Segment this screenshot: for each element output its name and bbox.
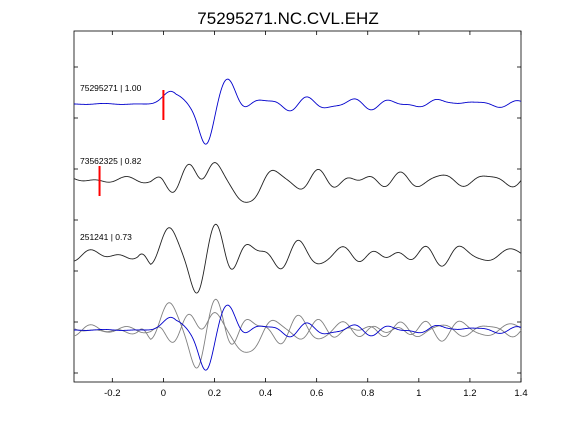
x-tick-label: 1 [416, 388, 421, 399]
plot-frame [73, 30, 522, 383]
waveform-traces [73, 78, 522, 371]
trace-line-1 [73, 78, 522, 145]
x-tick-label: -0.2 [104, 388, 120, 399]
overlay-trace-1 [73, 312, 522, 353]
x-tick-label: 1.2 [463, 388, 476, 399]
trace-labels: 75295271 | 1.00 73562325 | 0.82 251241 | 0… [80, 83, 142, 242]
x-tick-label: 0.6 [310, 388, 323, 399]
x-tick-label: 0.4 [259, 388, 272, 399]
trace-line-3 [73, 223, 522, 294]
x-tick-label: 0.8 [361, 388, 374, 399]
pick-markers [98, 90, 165, 196]
trace-line-2 [73, 162, 522, 203]
trace-label-3: 251241 | 0.73 [80, 232, 132, 242]
y-axis-ticks [74, 66, 521, 374]
x-axis-ticks: -0.2 0 0.2 0.4 0.6 0.8 1 1.2 1.4 [104, 31, 528, 399]
overlay-trace-master [73, 304, 522, 371]
overlay-trace-2 [73, 298, 522, 369]
x-tick-label: 0 [161, 388, 166, 399]
x-tick-label: 0.2 [208, 388, 221, 399]
trace-label-2: 73562325 | 0.82 [80, 156, 142, 166]
trace-label-1: 75295271 | 1.00 [80, 83, 142, 93]
chart-title: 75295271.NC.CVL.EHZ [197, 9, 378, 28]
x-tick-label: 1.4 [514, 388, 527, 399]
